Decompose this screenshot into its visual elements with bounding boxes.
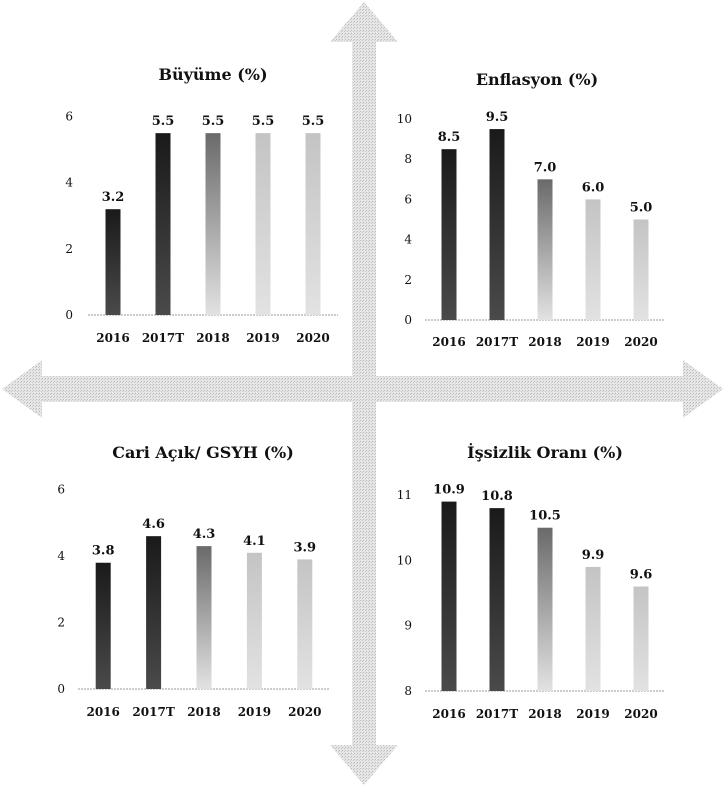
data-label: 10.5 [529, 509, 561, 524]
bar-2020 [633, 219, 649, 320]
bar-2020 [633, 586, 649, 691]
chart-title: İşsizlik Oranı (%) [467, 442, 623, 462]
data-label: 5.5 [202, 114, 225, 129]
y-tick-label: 8 [404, 152, 412, 166]
data-label: 9.5 [486, 110, 509, 125]
bar-2017T [489, 508, 505, 691]
data-label: 8.5 [438, 130, 461, 145]
x-category-label: 2019 [246, 331, 279, 345]
x-category-label: 2020 [624, 707, 657, 721]
y-tick-label: 4 [65, 176, 73, 190]
arrow-head-down [330, 745, 398, 785]
arrow-head-up [330, 2, 398, 42]
chart-title: Büyüme (%) [158, 65, 267, 84]
bar-2019 [585, 566, 601, 691]
x-category-label: 2016 [86, 705, 119, 719]
chart-panel-cari-acik: Cari Açık/ GSYH (%) 0 2 4 6 3.8 2016 4.6 2017T 4.… [57, 443, 330, 719]
x-category-label: 2020 [296, 331, 329, 345]
bar-2019 [246, 552, 262, 689]
y-tick-label: 11 [397, 488, 412, 502]
x-category-label: 2016 [432, 707, 465, 721]
arrow-head-right [683, 360, 723, 418]
y-tick-label: 0 [57, 682, 65, 696]
data-label: 9.6 [630, 568, 653, 583]
data-label: 5.5 [302, 114, 325, 129]
bar-2018 [205, 133, 221, 315]
data-label: 10.9 [433, 483, 465, 498]
x-category-label: 2020 [624, 335, 657, 349]
data-label: 4.3 [193, 527, 216, 542]
bar-2016 [441, 149, 457, 320]
bar-2016 [105, 209, 121, 315]
y-tick-label: 0 [65, 308, 73, 322]
data-label: 3.9 [293, 540, 316, 555]
data-label: 3.2 [102, 190, 125, 205]
chart-panel-enflasyon: Enflasyon (%) 0 2 4 6 8 10 8.5 2016 9.5 2017T 7.0 20… [397, 70, 665, 349]
chart-title: Cari Açık/ GSYH (%) [112, 443, 294, 462]
bar-2016 [441, 501, 457, 691]
bar-2020 [297, 559, 313, 689]
horizontal-arrow-shaft [40, 376, 685, 402]
data-label: 10.8 [481, 489, 513, 504]
x-category-label: 2019 [576, 707, 609, 721]
data-label: 4.6 [142, 517, 165, 532]
x-category-label: 2017T [476, 707, 518, 721]
x-category-label: 2017T [132, 705, 174, 719]
data-label: 4.1 [243, 534, 266, 549]
data-label: 5.5 [152, 114, 175, 129]
data-label: 9.9 [582, 548, 605, 563]
chart-panel-issizlik: İşsizlik Oranı (%) 8 9 10 11 10.9 2016 10.8 2017… [397, 442, 665, 721]
x-category-label: 2017T [142, 331, 184, 345]
y-tick-label: 2 [65, 242, 73, 256]
x-category-label: 2018 [528, 335, 561, 349]
bar-2018 [537, 527, 553, 691]
y-tick-label: 9 [404, 619, 412, 633]
y-tick-label: 6 [404, 192, 412, 206]
x-category-label: 2017T [476, 335, 518, 349]
y-tick-label: 2 [57, 616, 65, 630]
chart-panel-buyume: Büyüme (%) 0 2 4 6 3.2 2016 5.5 2017T 5.5 2018 5.5 2… [65, 65, 338, 345]
x-category-label: 2019 [238, 705, 271, 719]
y-tick-label: 4 [57, 549, 65, 563]
arrow-head-left [2, 360, 42, 418]
y-tick-label: 8 [404, 684, 412, 698]
data-label: 5.5 [252, 114, 275, 129]
y-tick-label: 0 [404, 313, 412, 327]
bar-2019 [255, 133, 271, 315]
x-category-label: 2020 [288, 705, 321, 719]
bar-2016 [95, 562, 111, 689]
bar-2018 [537, 179, 553, 320]
x-category-label: 2018 [528, 707, 561, 721]
chart-title: Enflasyon (%) [476, 70, 598, 89]
bar-2017T [155, 133, 171, 315]
bar-2017T [146, 536, 162, 689]
y-tick-label: 4 [404, 233, 412, 247]
x-category-label: 2018 [196, 331, 229, 345]
bar-2020 [305, 133, 321, 315]
bar-2019 [585, 199, 601, 320]
x-category-label: 2016 [96, 331, 129, 345]
y-tick-label: 2 [404, 273, 412, 287]
y-tick-label: 6 [57, 483, 65, 497]
x-category-label: 2019 [576, 335, 609, 349]
data-label: 6.0 [582, 180, 605, 195]
bar-2017T [489, 129, 505, 320]
bar-2018 [196, 546, 212, 689]
y-tick-label: 10 [397, 553, 412, 567]
x-category-label: 2016 [432, 335, 465, 349]
y-tick-label: 10 [397, 112, 412, 126]
data-label: 5.0 [630, 201, 653, 216]
data-label: 3.8 [92, 544, 115, 559]
data-label: 7.0 [534, 160, 557, 175]
y-tick-label: 6 [65, 110, 73, 124]
x-category-label: 2018 [187, 705, 220, 719]
